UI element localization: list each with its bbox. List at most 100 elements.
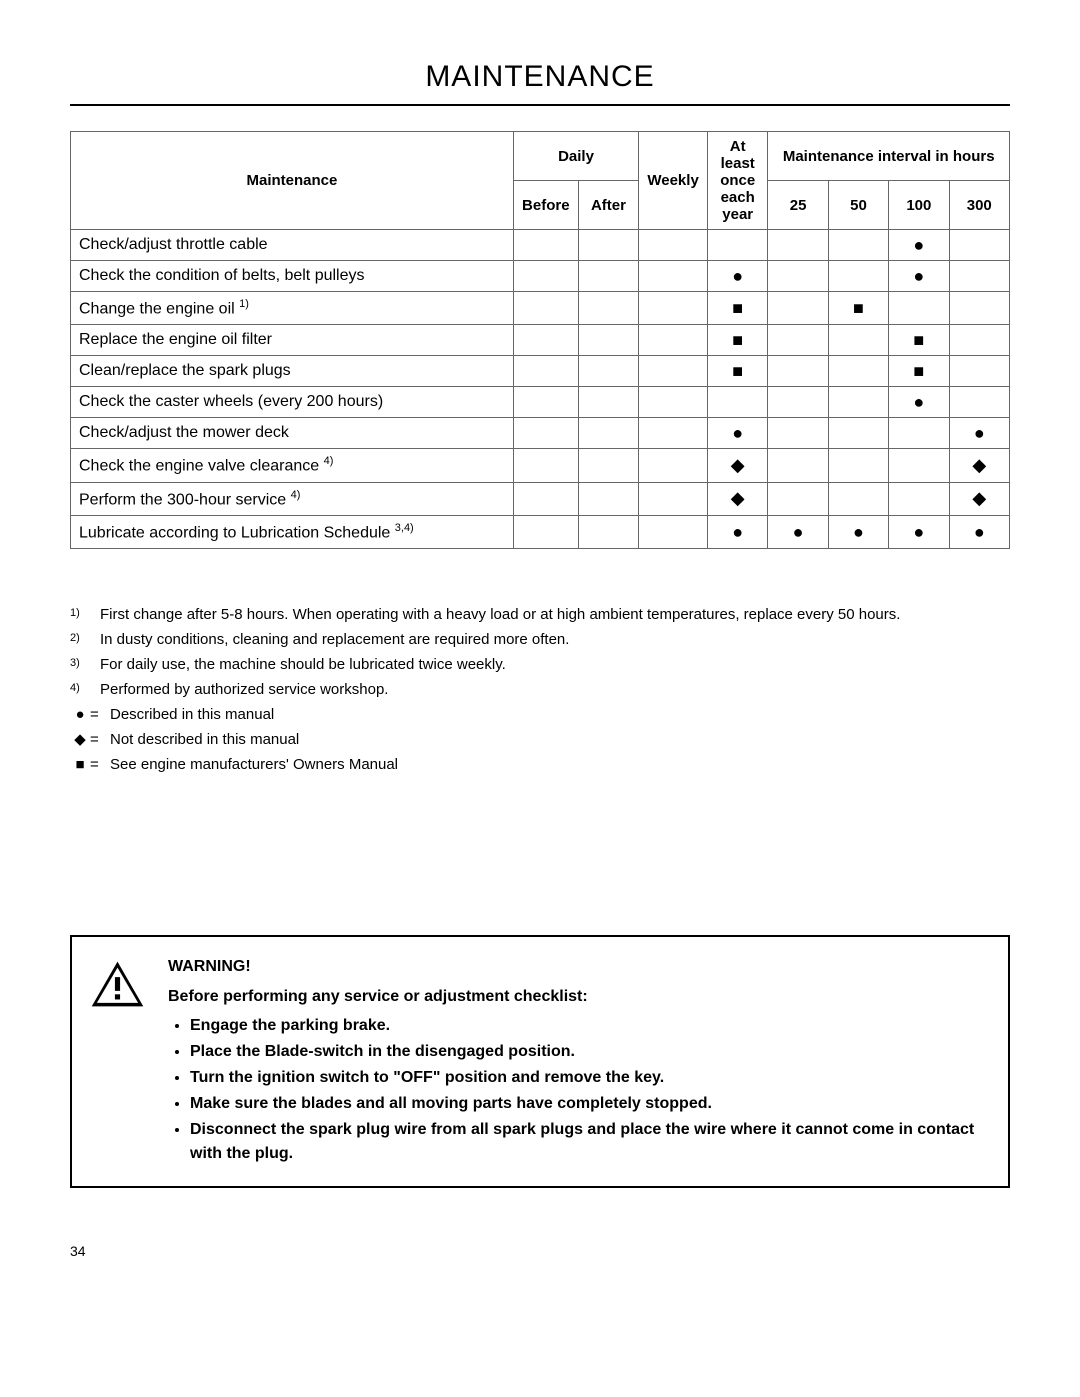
row-cell <box>639 449 708 482</box>
footnote-text: For daily use, the machine should be lub… <box>100 654 506 675</box>
row-cell: ● <box>949 418 1009 449</box>
warning-title: WARNING! <box>168 955 990 978</box>
row-cell: ● <box>708 515 768 548</box>
row-label: Check the condition of belts, belt pulle… <box>71 261 514 292</box>
row-cell <box>768 418 828 449</box>
row-cell <box>578 325 638 356</box>
row-cell <box>513 292 578 325</box>
row-cell: ◆ <box>708 482 768 515</box>
page-title: MAINTENANCE <box>70 60 1010 106</box>
row-cell: ● <box>889 387 949 418</box>
row-cell <box>768 230 828 261</box>
row-cell: ● <box>828 515 888 548</box>
row-cell <box>578 261 638 292</box>
row-cell <box>578 230 638 261</box>
legend-symbol: ◆ <box>70 729 90 750</box>
row-cell: ● <box>708 418 768 449</box>
legend-equals: = <box>90 704 110 725</box>
row-cell <box>828 418 888 449</box>
row-cell <box>889 449 949 482</box>
legend-symbol: ■ <box>70 754 90 775</box>
legend-text: See engine manufacturers' Owners Manual <box>110 754 398 775</box>
footnote-text: First change after 5-8 hours. When opera… <box>100 604 900 625</box>
row-cell <box>889 418 949 449</box>
footnote: 3)For daily use, the machine should be l… <box>70 654 1010 675</box>
row-cell: ■ <box>889 325 949 356</box>
legend-text: Not described in this manual <box>110 729 299 750</box>
row-cell <box>578 418 638 449</box>
table-row: Clean/replace the spark plugs■■ <box>71 356 1010 387</box>
table-header: Maintenance Daily Weekly At least once e… <box>71 132 1010 230</box>
row-cell <box>768 482 828 515</box>
table-row: Replace the engine oil filter■■ <box>71 325 1010 356</box>
row-cell <box>889 482 949 515</box>
row-cell: ● <box>889 230 949 261</box>
maintenance-table: Maintenance Daily Weekly At least once e… <box>70 131 1010 549</box>
row-cell <box>768 356 828 387</box>
row-cell <box>768 261 828 292</box>
header-300: 300 <box>949 181 1009 230</box>
legend-item: ■= See engine manufacturers' Owners Manu… <box>70 754 1010 775</box>
row-cell <box>889 292 949 325</box>
row-cell <box>768 449 828 482</box>
row-label: Check the engine valve clearance 4) <box>71 449 514 482</box>
row-cell <box>639 482 708 515</box>
row-cell <box>949 356 1009 387</box>
row-cell: ● <box>708 261 768 292</box>
row-cell <box>513 356 578 387</box>
row-cell <box>828 230 888 261</box>
row-cell <box>578 482 638 515</box>
row-cell <box>949 387 1009 418</box>
row-cell <box>639 292 708 325</box>
row-label: Check/adjust the mower deck <box>71 418 514 449</box>
footnote: 2)In dusty conditions, cleaning and repl… <box>70 629 1010 650</box>
row-cell <box>578 515 638 548</box>
row-cell <box>708 230 768 261</box>
header-atleast: At least once each year <box>708 132 768 230</box>
legend-symbol: ● <box>70 704 90 725</box>
table-row: Check the engine valve clearance 4) ◆ ◆ <box>71 449 1010 482</box>
row-cell: ◆ <box>708 449 768 482</box>
header-100: 100 <box>889 181 949 230</box>
table-row: Lubricate according to Lubrication Sched… <box>71 515 1010 548</box>
row-cell <box>578 449 638 482</box>
table-row: Check/adjust throttle cable● <box>71 230 1010 261</box>
row-cell: ■ <box>828 292 888 325</box>
row-cell <box>768 325 828 356</box>
warning-item: Make sure the blades and all moving part… <box>190 1092 990 1115</box>
row-cell <box>513 515 578 548</box>
footnote-text: Performed by authorized service workshop… <box>100 679 388 700</box>
row-cell <box>639 261 708 292</box>
header-daily: Daily <box>513 132 638 181</box>
row-label: Perform the 300-hour service 4) <box>71 482 514 515</box>
table-row: Perform the 300-hour service 4) ◆ ◆ <box>71 482 1010 515</box>
row-cell: ◆ <box>949 449 1009 482</box>
row-cell <box>513 418 578 449</box>
row-cell <box>768 292 828 325</box>
page: MAINTENANCE Maintenance Daily Weekly At … <box>0 0 1080 1319</box>
page-number: 34 <box>70 1243 1010 1259</box>
row-cell <box>513 449 578 482</box>
row-cell <box>639 515 708 548</box>
footnote: 1)First change after 5-8 hours. When ope… <box>70 604 1010 625</box>
row-cell <box>639 356 708 387</box>
row-cell <box>639 387 708 418</box>
row-label: Lubricate according to Lubrication Sched… <box>71 515 514 548</box>
footnote-num: 4) <box>70 679 100 700</box>
row-cell <box>513 230 578 261</box>
row-cell: ◆ <box>949 482 1009 515</box>
row-label: Clean/replace the spark plugs <box>71 356 514 387</box>
row-cell <box>578 292 638 325</box>
header-before: Before <box>513 181 578 230</box>
row-cell <box>708 387 768 418</box>
footnote-num: 2) <box>70 629 100 650</box>
header-weekly: Weekly <box>639 132 708 230</box>
footnote-num: 3) <box>70 654 100 675</box>
footnote-num: 1) <box>70 604 100 625</box>
row-cell <box>513 325 578 356</box>
warning-item: Place the Blade-switch in the disengaged… <box>190 1040 990 1063</box>
table-row: Check/adjust the mower deck ● ● <box>71 418 1010 449</box>
table-row: Change the engine oil 1)■■ <box>71 292 1010 325</box>
row-cell: ■ <box>708 325 768 356</box>
footnotes: 1)First change after 5-8 hours. When ope… <box>70 604 1010 775</box>
